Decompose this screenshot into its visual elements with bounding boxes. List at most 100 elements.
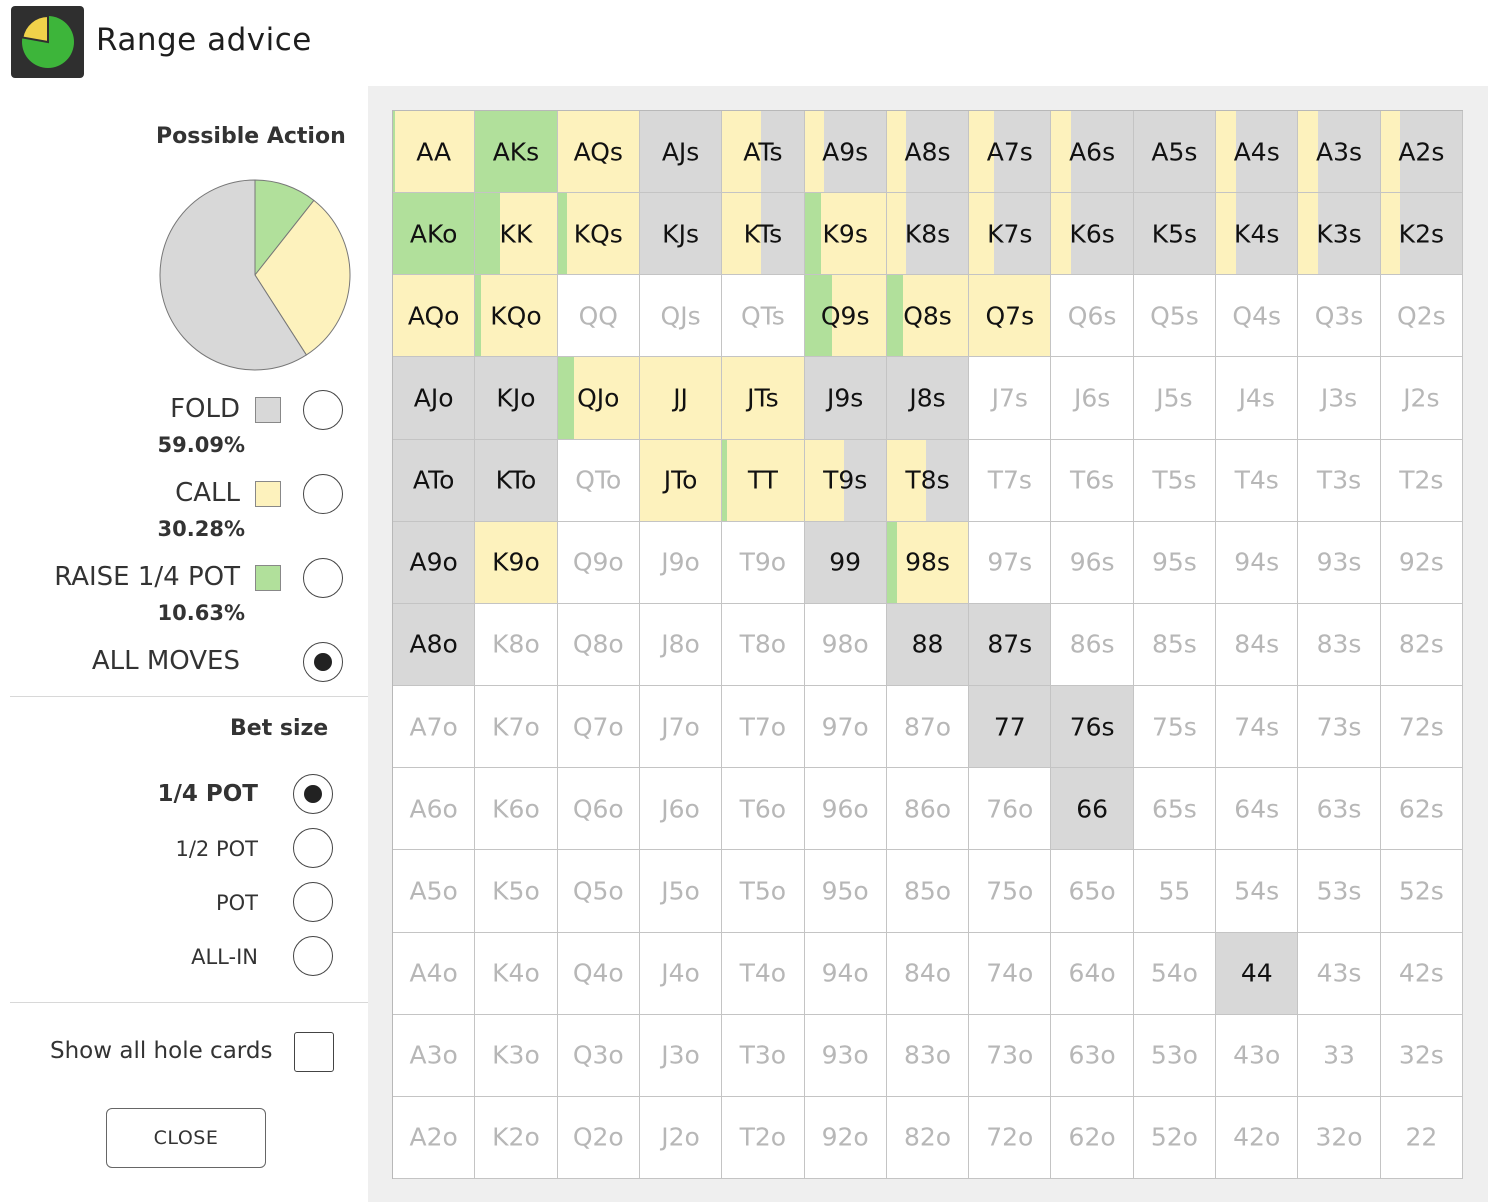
hand-cell-Q9s[interactable]: Q9s xyxy=(804,275,887,358)
hand-cell-J8s[interactable]: J8s xyxy=(886,357,970,440)
hand-cell-82s[interactable]: 82s xyxy=(1380,603,1463,687)
hand-cell-74s[interactable]: 74s xyxy=(1216,686,1299,769)
action-raise[interactable]: RAISE 1/4 POT xyxy=(10,556,368,600)
hand-cell-A8s[interactable]: A8s xyxy=(886,111,970,194)
hand-cell-T7s[interactable]: T7s xyxy=(969,439,1052,522)
hand-cell-Q3o[interactable]: Q3o xyxy=(557,1014,640,1097)
hand-cell-AQo[interactable]: AQo xyxy=(393,275,476,358)
hand-cell-K2s[interactable]: K2s xyxy=(1380,193,1463,276)
hand-cell-J9s[interactable]: J9s xyxy=(804,357,887,440)
hand-cell-73o[interactable]: 73o xyxy=(969,1014,1052,1097)
hand-cell-KK[interactable]: KK xyxy=(475,193,558,276)
hand-cell-Q8o[interactable]: Q8o xyxy=(557,603,640,687)
hand-cell-K5s[interactable]: K5s xyxy=(1133,193,1217,276)
hand-cell-KTs[interactable]: KTs xyxy=(722,193,805,276)
hand-cell-A4s[interactable]: A4s xyxy=(1216,111,1299,194)
hand-cell-JJ[interactable]: JJ xyxy=(639,357,723,440)
hand-cell-Q9o[interactable]: Q9o xyxy=(557,521,640,604)
hand-cell-94s[interactable]: 94s xyxy=(1216,521,1299,604)
hand-cell-63s[interactable]: 63s xyxy=(1298,768,1381,851)
hand-cell-66[interactable]: 66 xyxy=(1051,768,1134,851)
hand-cell-73s[interactable]: 73s xyxy=(1298,686,1381,769)
raise-radio[interactable] xyxy=(303,558,343,598)
hand-cell-Q6o[interactable]: Q6o xyxy=(557,768,640,851)
hand-cell-63o[interactable]: 63o xyxy=(1051,1014,1134,1097)
hand-cell-97o[interactable]: 97o xyxy=(804,686,887,769)
bet-size-radio[interactable] xyxy=(293,882,333,922)
hand-cell-74o[interactable]: 74o xyxy=(969,932,1052,1015)
hand-cell-A6o[interactable]: A6o xyxy=(393,768,476,851)
hand-cell-A7s[interactable]: A7s xyxy=(969,111,1052,194)
hand-cell-A5s[interactable]: A5s xyxy=(1133,111,1217,194)
hand-cell-44[interactable]: 44 xyxy=(1216,932,1299,1015)
hand-cell-A5o[interactable]: A5o xyxy=(393,850,476,933)
hand-cell-K3s[interactable]: K3s xyxy=(1298,193,1381,276)
bet-size-radio[interactable] xyxy=(293,828,333,868)
hand-cell-65s[interactable]: 65s xyxy=(1133,768,1217,851)
hand-cell-A4o[interactable]: A4o xyxy=(393,932,476,1015)
hand-cell-J6s[interactable]: J6s xyxy=(1051,357,1134,440)
hand-cell-T7o[interactable]: T7o xyxy=(722,686,805,769)
bet-size-radio[interactable] xyxy=(293,774,333,814)
hand-cell-62s[interactable]: 62s xyxy=(1380,768,1463,851)
hand-cell-AJs[interactable]: AJs xyxy=(639,111,723,194)
hand-cell-87o[interactable]: 87o xyxy=(886,686,970,769)
hand-cell-52s[interactable]: 52s xyxy=(1380,850,1463,933)
hand-cell-T8s[interactable]: T8s xyxy=(886,439,970,522)
hand-cell-82o[interactable]: 82o xyxy=(886,1096,970,1179)
hand-cell-A2s[interactable]: A2s xyxy=(1380,111,1463,194)
hand-cell-54s[interactable]: 54s xyxy=(1216,850,1299,933)
hand-cell-A6s[interactable]: A6s xyxy=(1051,111,1134,194)
hand-cell-52o[interactable]: 52o xyxy=(1133,1096,1217,1179)
action-all-moves[interactable]: ALL MOVES xyxy=(10,640,368,684)
hand-cell-Q7s[interactable]: Q7s xyxy=(969,275,1052,358)
hand-cell-A9s[interactable]: A9s xyxy=(804,111,887,194)
hand-cell-K7o[interactable]: K7o xyxy=(475,686,558,769)
hand-cell-Q8s[interactable]: Q8s xyxy=(886,275,970,358)
hand-cell-AA[interactable]: AA xyxy=(393,111,476,194)
hand-cell-QTo[interactable]: QTo xyxy=(557,439,640,522)
hand-cell-72s[interactable]: 72s xyxy=(1380,686,1463,769)
hand-cell-42o[interactable]: 42o xyxy=(1216,1096,1299,1179)
hand-cell-K6o[interactable]: K6o xyxy=(475,768,558,851)
hand-cell-QJo[interactable]: QJo xyxy=(557,357,640,440)
hand-cell-A2o[interactable]: A2o xyxy=(393,1096,476,1179)
hand-cell-84o[interactable]: 84o xyxy=(886,932,970,1015)
hand-cell-K7s[interactable]: K7s xyxy=(969,193,1052,276)
hand-cell-87s[interactable]: 87s xyxy=(969,603,1052,687)
hand-cell-J8o[interactable]: J8o xyxy=(639,603,723,687)
hand-cell-J6o[interactable]: J6o xyxy=(639,768,723,851)
hand-cell-88[interactable]: 88 xyxy=(886,603,970,687)
all-moves-radio[interactable] xyxy=(303,642,343,682)
hand-cell-96o[interactable]: 96o xyxy=(804,768,887,851)
hand-cell-ATs[interactable]: ATs xyxy=(722,111,805,194)
hand-cell-42s[interactable]: 42s xyxy=(1380,932,1463,1015)
hand-cell-43s[interactable]: 43s xyxy=(1298,932,1381,1015)
bet-size-quarter-pot[interactable]: 1/4 POT xyxy=(10,774,368,818)
hand-cell-92s[interactable]: 92s xyxy=(1380,521,1463,604)
hand-cell-33[interactable]: 33 xyxy=(1298,1014,1381,1097)
hand-cell-Q4o[interactable]: Q4o xyxy=(557,932,640,1015)
bet-size-pot[interactable]: POT xyxy=(10,882,368,926)
hand-cell-93o[interactable]: 93o xyxy=(804,1014,887,1097)
hand-cell-32o[interactable]: 32o xyxy=(1298,1096,1381,1179)
hand-cell-54o[interactable]: 54o xyxy=(1133,932,1217,1015)
hand-cell-KQs[interactable]: KQs xyxy=(557,193,640,276)
hand-cell-K9s[interactable]: K9s xyxy=(804,193,887,276)
hand-cell-J3o[interactable]: J3o xyxy=(639,1014,723,1097)
hand-cell-K4o[interactable]: K4o xyxy=(475,932,558,1015)
hand-cell-J9o[interactable]: J9o xyxy=(639,521,723,604)
hand-cell-T8o[interactable]: T8o xyxy=(722,603,805,687)
hand-cell-83s[interactable]: 83s xyxy=(1298,603,1381,687)
hand-cell-T2o[interactable]: T2o xyxy=(722,1096,805,1179)
hand-cell-KJs[interactable]: KJs xyxy=(639,193,723,276)
hand-cell-J4o[interactable]: J4o xyxy=(639,932,723,1015)
close-button[interactable]: CLOSE xyxy=(106,1108,266,1168)
hand-cell-J7o[interactable]: J7o xyxy=(639,686,723,769)
hand-cell-J5s[interactable]: J5s xyxy=(1133,357,1217,440)
hand-cell-T9o[interactable]: T9o xyxy=(722,521,805,604)
hand-cell-75s[interactable]: 75s xyxy=(1133,686,1217,769)
hand-cell-76o[interactable]: 76o xyxy=(969,768,1052,851)
hand-cell-JTo[interactable]: JTo xyxy=(639,439,723,522)
hand-cell-QTs[interactable]: QTs xyxy=(722,275,805,358)
